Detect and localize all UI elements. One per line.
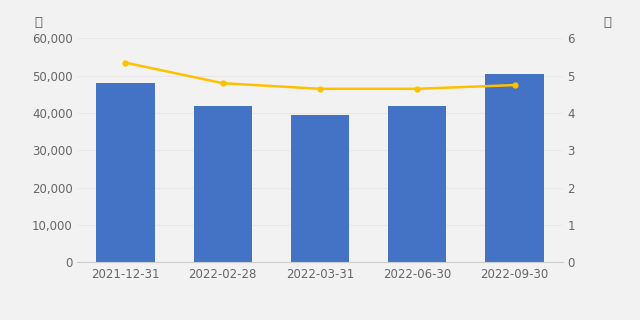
Bar bbox=[485, 74, 544, 262]
Bar bbox=[388, 106, 447, 262]
Bar bbox=[193, 106, 252, 262]
Text: 元: 元 bbox=[603, 16, 611, 29]
Bar bbox=[96, 83, 155, 262]
Text: 户: 户 bbox=[34, 16, 42, 29]
Bar bbox=[291, 115, 349, 262]
